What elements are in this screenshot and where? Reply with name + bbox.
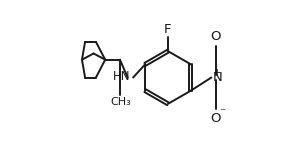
Text: O: O <box>210 112 221 125</box>
Text: ⁻: ⁻ <box>219 106 225 119</box>
Text: CH₃: CH₃ <box>110 97 131 107</box>
Text: N: N <box>213 71 222 84</box>
Text: O: O <box>210 30 221 43</box>
Text: F: F <box>163 23 171 36</box>
Text: +: + <box>213 68 221 78</box>
Text: HN: HN <box>113 70 131 83</box>
